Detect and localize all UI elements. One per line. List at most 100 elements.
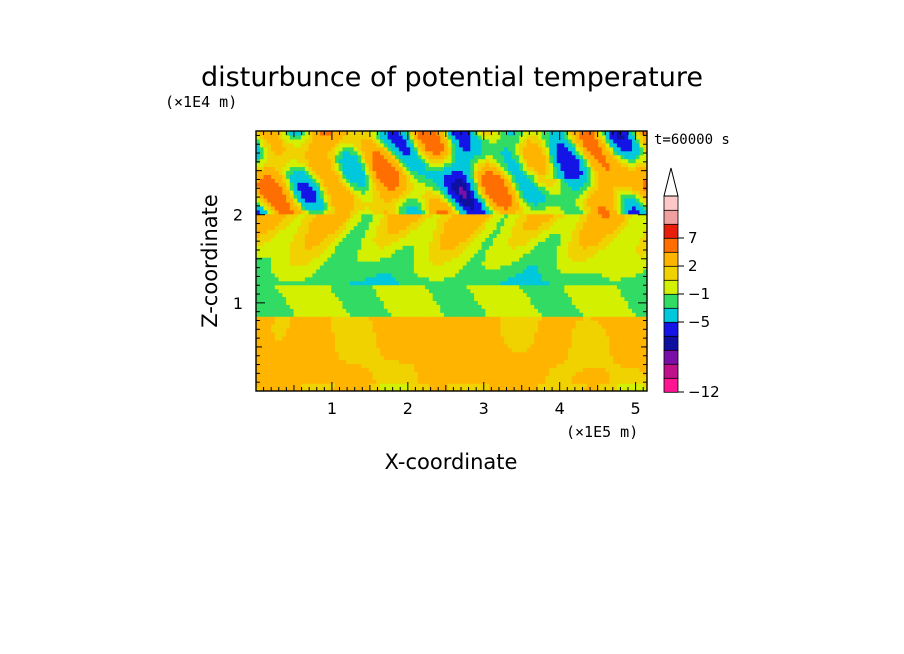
heatmap-cell <box>492 213 498 219</box>
heatmap-cell <box>605 387 610 391</box>
heatmap-cell <box>500 327 505 333</box>
heatmap-cell <box>568 331 573 337</box>
heatmap-cell <box>376 205 381 211</box>
heatmap-cell <box>361 221 366 227</box>
heatmap-cell <box>387 335 392 341</box>
heatmap-cell <box>402 312 407 317</box>
heatmap-cell <box>286 331 291 337</box>
heatmap-cell <box>353 241 359 246</box>
heatmap-cell <box>598 201 603 207</box>
heatmap-cell <box>286 249 291 254</box>
heatmap-cell <box>462 233 468 238</box>
heatmap-cell <box>549 245 554 250</box>
heatmap-cell <box>519 375 524 380</box>
heatmap-cell <box>263 205 268 211</box>
heatmap-cell <box>470 371 475 376</box>
heatmap-cell <box>256 229 261 235</box>
heatmap-cell <box>443 347 449 353</box>
heatmap-cell <box>639 371 644 376</box>
heatmap-cell <box>643 237 647 242</box>
heatmap-cell <box>549 316 554 321</box>
heatmap-cell <box>342 339 347 345</box>
heatmap-cell <box>601 272 607 278</box>
heatmap-cell <box>451 217 456 223</box>
heatmap-cell <box>402 359 407 365</box>
heatmap-cell <box>259 249 265 254</box>
heatmap-cell <box>613 371 618 376</box>
heatmap-cell <box>620 312 626 317</box>
heatmap-cell <box>639 331 644 337</box>
heatmap-cell <box>259 335 265 341</box>
heatmap-cell <box>365 343 370 349</box>
heatmap-cell <box>267 296 272 301</box>
heatmap-cell <box>410 316 415 321</box>
heatmap-cell <box>522 245 528 250</box>
heatmap-cell <box>620 217 626 223</box>
heatmap-cell <box>504 300 509 305</box>
heatmap-cell <box>492 351 498 357</box>
heatmap-cell <box>583 335 588 341</box>
heatmap-cell <box>470 324 475 329</box>
heatmap-cell <box>639 347 644 353</box>
heatmap-cell <box>616 249 622 254</box>
heatmap-cell <box>631 331 637 337</box>
heatmap-cell <box>466 343 471 349</box>
heatmap-cell <box>406 205 411 211</box>
heatmap-cell <box>541 237 547 242</box>
heatmap-cell <box>496 359 501 365</box>
heatmap-cell <box>440 268 445 274</box>
heatmap-cell <box>507 225 513 231</box>
heatmap-cell <box>549 284 554 290</box>
heatmap-cell <box>613 253 618 258</box>
heatmap-cell <box>624 347 629 353</box>
heatmap-cell <box>601 276 607 282</box>
heatmap-cell <box>613 327 618 333</box>
heatmap-cell <box>282 335 287 341</box>
heatmap-cell <box>413 213 419 219</box>
heatmap-cell <box>406 233 411 238</box>
heatmap-cell <box>631 209 637 215</box>
heatmap-cell <box>586 257 592 262</box>
heatmap-cell <box>568 383 573 388</box>
heatmap-cell <box>278 383 283 388</box>
heatmap-cell <box>504 225 509 231</box>
heatmap-cell <box>515 241 520 246</box>
heatmap-cell <box>455 225 460 231</box>
heatmap-cell <box>594 245 599 250</box>
heatmap-cell <box>267 375 272 380</box>
heatmap-cell <box>342 241 347 246</box>
heatmap-cell <box>492 379 498 384</box>
heatmap-cell <box>327 249 332 254</box>
heatmap-cell <box>451 339 456 345</box>
heatmap-cell <box>560 387 565 391</box>
heatmap-cell <box>515 312 520 317</box>
heatmap-cell <box>443 264 449 270</box>
heatmap-cell <box>327 335 332 341</box>
heatmap-cell <box>346 308 351 313</box>
heatmap-cell <box>259 280 265 286</box>
heatmap-cell <box>639 249 644 254</box>
heatmap-cell <box>601 308 607 313</box>
heatmap-cell <box>639 343 644 349</box>
heatmap-cell <box>278 312 283 317</box>
heatmap-cell <box>556 375 562 380</box>
heatmap-cell <box>455 355 460 361</box>
heatmap-cell <box>282 371 287 376</box>
heatmap-cell <box>391 209 396 215</box>
heatmap-cell <box>256 367 261 372</box>
heatmap-cell <box>406 324 411 329</box>
heatmap-cell <box>421 213 426 219</box>
heatmap-cell <box>402 292 407 298</box>
heatmap-cell <box>402 276 407 282</box>
heatmap-cell <box>462 379 468 384</box>
heatmap-cell <box>436 272 441 278</box>
heatmap-cell <box>485 268 490 274</box>
heatmap-cell <box>575 387 580 391</box>
heatmap-cell <box>541 245 547 250</box>
heatmap-cell <box>271 205 276 211</box>
heatmap-cell <box>624 304 629 309</box>
heatmap-cell <box>398 253 404 258</box>
heatmap-cell <box>489 335 494 341</box>
heatmap-cell <box>443 320 449 325</box>
heatmap-cell <box>545 276 550 282</box>
